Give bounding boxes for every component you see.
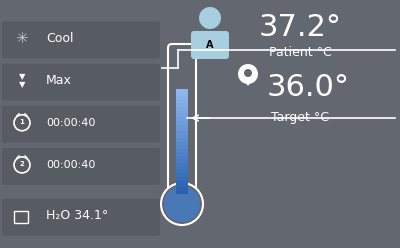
Bar [176,166,188,170]
Text: 1: 1 [20,119,24,125]
FancyBboxPatch shape [2,148,160,185]
Bar [176,96,188,100]
Bar [176,131,188,135]
Circle shape [161,183,203,225]
FancyBboxPatch shape [2,64,160,101]
Bar [176,145,188,149]
FancyBboxPatch shape [168,44,196,200]
Text: 2: 2 [20,161,24,167]
Circle shape [199,7,221,29]
Bar [176,120,188,124]
Bar [176,148,188,152]
Bar [176,106,188,110]
FancyBboxPatch shape [2,106,160,143]
Text: A: A [206,40,214,50]
Text: ✳: ✳ [16,31,28,46]
Bar [176,176,188,180]
Bar [176,141,188,145]
Bar [176,134,188,138]
Bar [176,186,188,190]
Text: 00:00:40: 00:00:40 [46,118,95,128]
Circle shape [244,69,252,77]
Bar [176,173,188,177]
FancyBboxPatch shape [191,31,229,59]
Bar [176,117,188,121]
Bar [176,152,188,156]
Bar [176,180,188,184]
Text: Max: Max [46,74,72,87]
Bar [176,162,188,166]
Circle shape [164,186,200,222]
Bar [176,113,188,117]
Circle shape [238,64,258,84]
Text: Patient °C: Patient °C [269,45,331,59]
Bar [176,169,188,173]
Polygon shape [241,76,255,86]
Text: ▼: ▼ [19,80,25,89]
Bar [176,110,188,114]
FancyBboxPatch shape [2,199,160,236]
Bar [176,155,188,159]
Text: ▼: ▼ [19,72,25,81]
Bar [176,159,188,163]
Bar [176,190,188,194]
Bar [176,183,188,187]
Text: 37.2°: 37.2° [258,13,342,42]
FancyBboxPatch shape [2,22,160,59]
Bar [176,124,188,128]
Text: H₂O 34.1°: H₂O 34.1° [46,209,108,222]
Bar [176,103,188,107]
Text: 00:00:40: 00:00:40 [46,160,95,170]
Bar [176,127,188,131]
Text: 36.0°: 36.0° [266,73,350,102]
Bar [176,89,188,93]
Bar [176,99,188,103]
Bar [176,93,188,96]
Text: Target °C: Target °C [271,112,329,124]
Text: Cool: Cool [46,32,74,45]
Bar [176,138,188,142]
